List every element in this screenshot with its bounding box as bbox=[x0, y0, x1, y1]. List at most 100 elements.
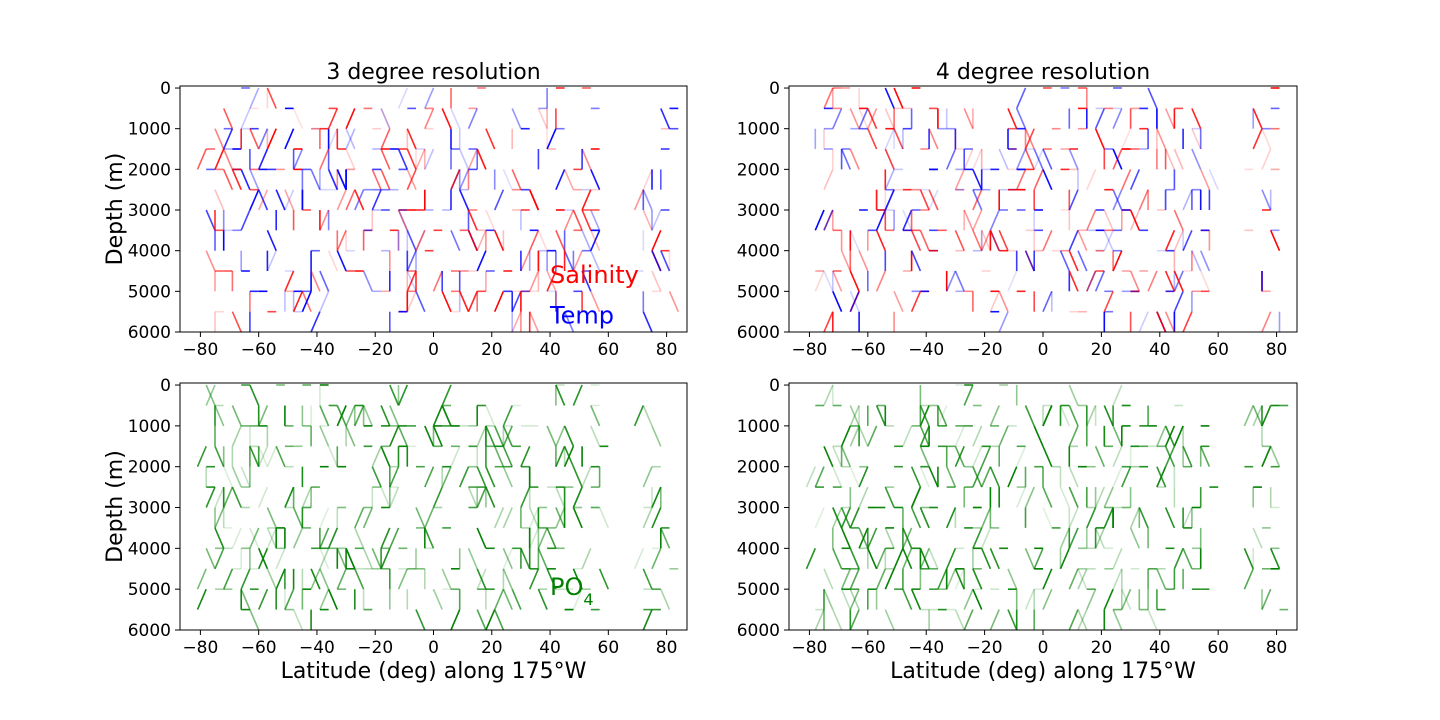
data-segment bbox=[1103, 588, 1114, 610]
data-segment bbox=[954, 568, 965, 590]
data-segments bbox=[814, 87, 1281, 332]
data-segment bbox=[1086, 507, 1097, 529]
data-segment bbox=[537, 527, 548, 549]
data-segment bbox=[266, 128, 277, 150]
data-segment bbox=[902, 547, 913, 570]
data-segment bbox=[493, 588, 505, 610]
data-segment bbox=[266, 445, 277, 468]
data-segments bbox=[196, 384, 679, 630]
y-tick-label: 2000 bbox=[737, 458, 780, 478]
data-segment bbox=[222, 568, 234, 590]
data-segment bbox=[511, 311, 522, 332]
data-segment bbox=[884, 148, 895, 170]
y-tick-label: 4000 bbox=[128, 539, 171, 559]
data-segment bbox=[275, 547, 286, 570]
data-segment bbox=[1086, 209, 1097, 231]
data-segment bbox=[301, 486, 312, 508]
data-segment bbox=[476, 568, 487, 590]
data-segment bbox=[319, 527, 330, 549]
data-segment bbox=[1024, 128, 1035, 150]
data-segment bbox=[954, 568, 965, 590]
data-segment bbox=[397, 425, 409, 447]
data-segment bbox=[520, 250, 531, 272]
data-segment bbox=[849, 229, 860, 252]
data-segment bbox=[354, 527, 365, 549]
data-segment bbox=[867, 108, 878, 130]
data-segment bbox=[319, 588, 330, 610]
data-segment bbox=[249, 128, 260, 150]
data-segment bbox=[231, 311, 242, 332]
data-segment bbox=[849, 547, 860, 570]
data-segment bbox=[424, 466, 435, 488]
data-segment bbox=[814, 609, 825, 630]
data-segment bbox=[1164, 445, 1176, 468]
data-segment bbox=[963, 148, 974, 170]
data-segment bbox=[972, 568, 983, 590]
data-segment bbox=[249, 609, 260, 630]
data-segment bbox=[214, 189, 225, 211]
data-segment bbox=[945, 466, 957, 488]
data-segment bbox=[1015, 486, 1027, 508]
data-segment bbox=[319, 209, 330, 231]
x-tick-label: −20 bbox=[357, 638, 393, 658]
data-segment bbox=[572, 384, 583, 406]
data-segments bbox=[196, 87, 680, 332]
data-segment bbox=[1252, 405, 1263, 427]
data-segment bbox=[371, 466, 382, 488]
data-segment bbox=[1156, 425, 1167, 447]
data-segment bbox=[1042, 169, 1053, 191]
data-segment bbox=[1261, 405, 1272, 427]
data-segment bbox=[660, 108, 671, 130]
data-segment bbox=[528, 189, 540, 211]
data-segment bbox=[884, 609, 895, 630]
data-segment bbox=[840, 250, 852, 272]
data-segment bbox=[1015, 108, 1027, 130]
data-segment bbox=[823, 87, 834, 109]
data-segment bbox=[240, 169, 251, 191]
y-tick-label: 1000 bbox=[128, 120, 171, 140]
data-segment bbox=[371, 547, 382, 570]
data-segment bbox=[389, 384, 400, 406]
y-tick-label: 2000 bbox=[128, 160, 171, 180]
data-segment bbox=[327, 250, 339, 272]
data-segment bbox=[415, 229, 426, 252]
data-segment bbox=[1269, 547, 1281, 570]
y-tick-label: 5000 bbox=[737, 580, 780, 600]
data-segment bbox=[450, 609, 461, 630]
data-segment bbox=[832, 547, 843, 570]
data-segment bbox=[284, 486, 295, 508]
x-tick-label: −60 bbox=[241, 638, 277, 658]
data-segment bbox=[1112, 445, 1123, 468]
data-segment bbox=[1024, 588, 1035, 610]
x-tick-label: −20 bbox=[967, 638, 1003, 658]
data-segment bbox=[240, 108, 251, 130]
data-segment bbox=[371, 169, 382, 191]
y-tick-label: 4000 bbox=[128, 242, 171, 262]
data-segment bbox=[1042, 290, 1053, 313]
data-segment bbox=[257, 148, 269, 170]
y-tick-label: 3000 bbox=[128, 201, 171, 221]
data-segment bbox=[928, 128, 939, 150]
data-segment bbox=[840, 445, 852, 468]
data-segment bbox=[441, 405, 452, 427]
data-segment bbox=[832, 270, 843, 292]
data-segment bbox=[1068, 148, 1079, 170]
data-segment bbox=[823, 311, 834, 332]
data-segment bbox=[389, 486, 400, 508]
data-segment bbox=[214, 527, 225, 549]
data-segment bbox=[1086, 270, 1097, 292]
data-segment bbox=[450, 445, 461, 468]
data-segment bbox=[336, 189, 347, 211]
data-segment bbox=[1261, 148, 1272, 170]
data-segment bbox=[345, 405, 356, 427]
data-segment bbox=[910, 588, 922, 610]
data-segment bbox=[581, 148, 592, 170]
data-segment bbox=[319, 405, 330, 427]
y-tick-label: 5000 bbox=[737, 282, 780, 302]
data-segment bbox=[424, 507, 435, 529]
data-segment bbox=[1077, 609, 1088, 630]
data-segment bbox=[867, 425, 878, 447]
data-segment bbox=[397, 384, 409, 406]
data-segment bbox=[1121, 588, 1132, 610]
x-tick-label: −40 bbox=[299, 638, 335, 658]
